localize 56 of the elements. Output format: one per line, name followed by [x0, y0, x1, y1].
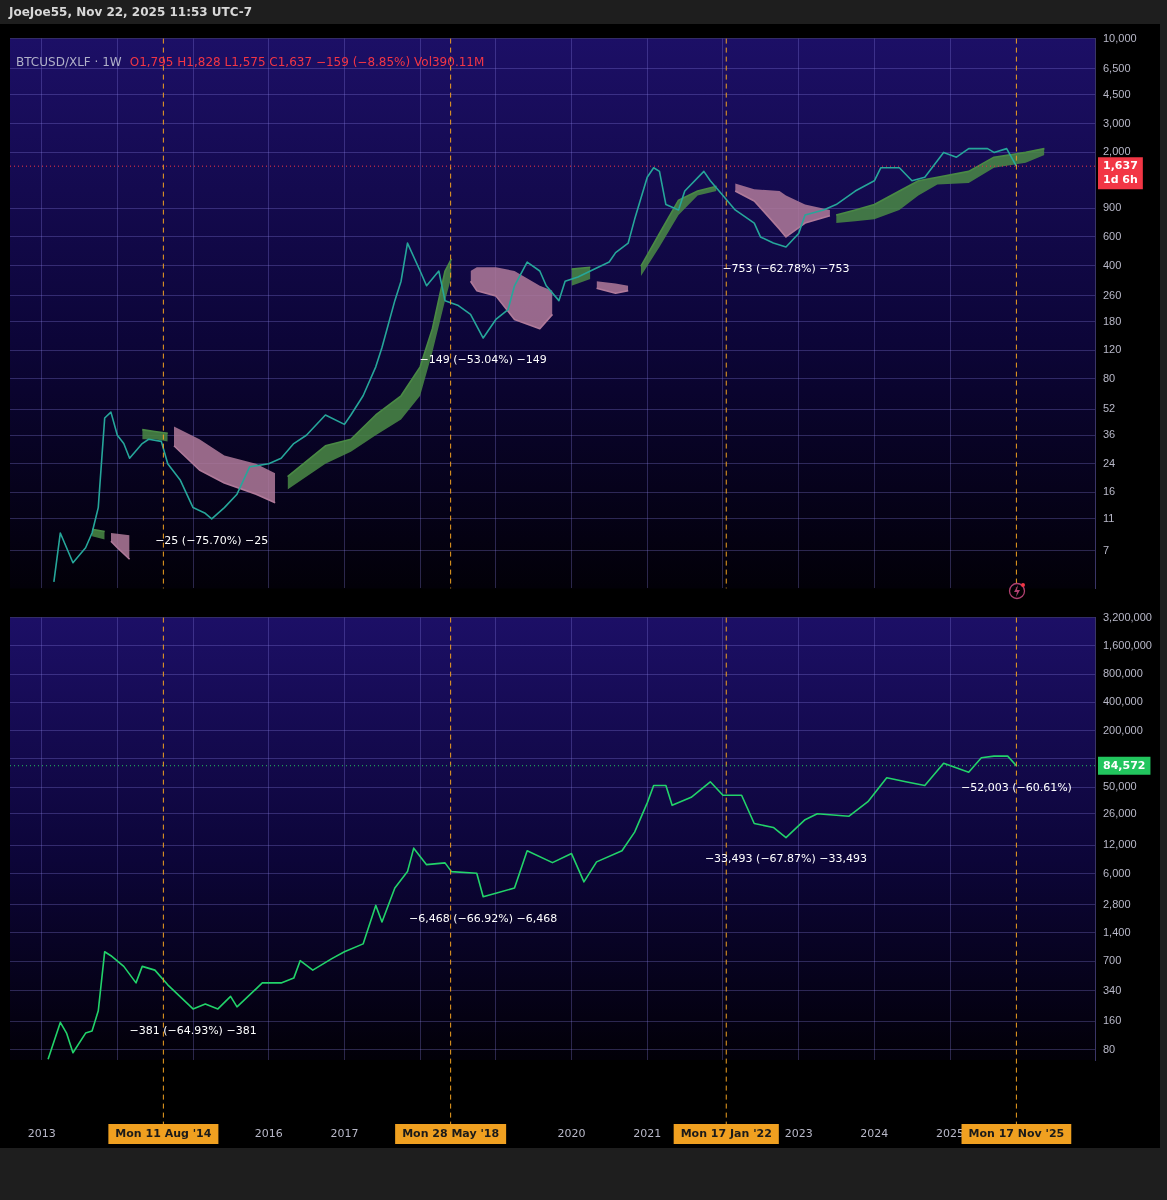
y-tick-label: 6,000 [1103, 866, 1131, 879]
ref-line-label: Mon 17 Nov '25 [968, 1126, 1065, 1140]
y-tick-label: 11 [1103, 511, 1115, 524]
y-tick-label: 120 [1103, 343, 1122, 356]
annotation: −381 (−64.93%) −381 [129, 1023, 257, 1037]
x-tick-label: 2013 [27, 1126, 56, 1140]
y-tick-label: 900 [1103, 201, 1122, 214]
x-tick-label: 2017 [330, 1126, 359, 1140]
y-tick-label: 36 [1103, 428, 1116, 441]
y-tick-label: 26,000 [1103, 806, 1137, 819]
y-tick-label: 200,000 [1103, 723, 1143, 736]
ref-line-label: Mon 17 Jan '22 [680, 1126, 772, 1140]
y-tick-label: 260 [1103, 288, 1122, 301]
y-tick-label: 400,000 [1103, 695, 1143, 708]
y-tick-label: 7 [1103, 543, 1110, 556]
x-tick-label: 2020 [557, 1126, 586, 1140]
text: BTCUSD/XLF · 1W [16, 55, 122, 69]
y-tick-label: 10,000 [1103, 31, 1137, 44]
y-tick-label: 24 [1103, 456, 1116, 469]
y-tick-label: 400 [1103, 258, 1122, 271]
x-tick-label: 2024 [860, 1126, 889, 1140]
y-tick-label: 3,000 [1103, 116, 1131, 129]
x-tick-label: 2023 [784, 1126, 813, 1140]
x-tick-label: 2016 [254, 1126, 283, 1140]
ref-line-label: 1,637 1d 6h [1103, 159, 1138, 187]
y-tick-label: 1,600,000 [1103, 638, 1152, 651]
y-tick-label: 52 [1103, 402, 1116, 415]
y-tick-label: 2,000 [1103, 145, 1131, 158]
y-tick-label: 3,200,000 [1103, 610, 1152, 623]
y-tick-label: 4,500 [1103, 87, 1131, 100]
y-tick-label: 12,000 [1103, 838, 1137, 851]
text: O1,795 H1,828 L1,575 C1,637 −159 (−8.85%) Vol390.11M [129, 55, 485, 69]
y-tick-label: 700 [1103, 954, 1122, 967]
ref-line-label: Mon 28 May '18 [402, 1126, 500, 1140]
y-tick-label: 6,500 [1103, 62, 1131, 74]
y-tick-label: 16 [1103, 485, 1116, 498]
annotation: −6,468 (−66.92%) −6,468 [409, 911, 558, 925]
annotation: −33,493 (−67.87%) −33,493 [704, 852, 868, 866]
y-tick-label: 2,800 [1103, 897, 1131, 910]
y-tick-label: 80 [1103, 1042, 1116, 1055]
y-tick-label: 1,400 [1103, 925, 1131, 938]
ref-line-label: 84,572 [1103, 758, 1146, 772]
annotation: −25 (−75.70%) −25 [155, 533, 269, 547]
y-tick-label: 180 [1103, 314, 1122, 327]
y-tick-label: 340 [1103, 983, 1122, 996]
y-tick-label: 80 [1103, 371, 1116, 384]
annotation: −149 (−53.04%) −149 [419, 352, 547, 366]
y-tick-label: 50,000 [1103, 780, 1137, 793]
annotation: −52,003 (−60.61%) [960, 780, 1072, 794]
text: JoeJoe55, Nov 22, 2025 11:53 UTC-7 [9, 5, 253, 19]
y-tick-label: 600 [1103, 229, 1122, 242]
y-tick-label: 800,000 [1103, 667, 1143, 680]
ref-line-label: Mon 11 Aug '14 [115, 1126, 212, 1140]
y-tick-label: 160 [1103, 1014, 1122, 1027]
annotation: −753 (−62.78%) −753 [722, 261, 850, 275]
x-tick-label: 2021 [633, 1126, 662, 1140]
